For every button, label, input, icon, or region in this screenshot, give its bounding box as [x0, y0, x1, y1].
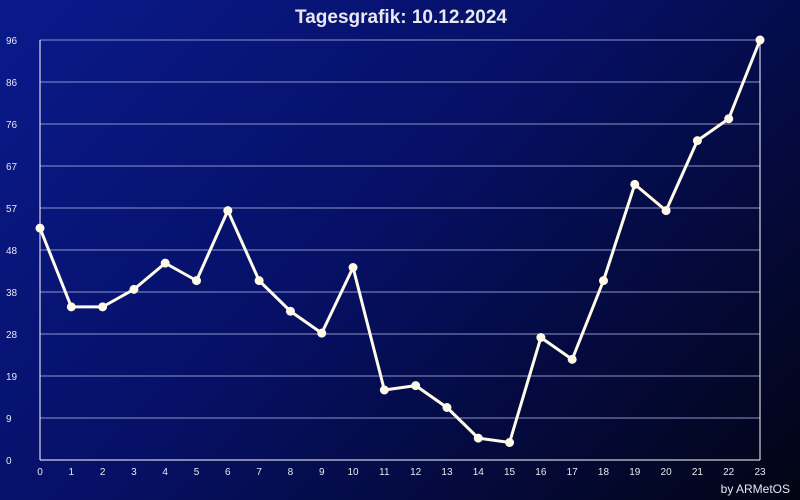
x-tick-label: 22	[723, 467, 735, 478]
data-point	[630, 179, 640, 189]
data-point	[223, 206, 233, 216]
y-tick-label: 67	[6, 162, 18, 173]
data-point	[285, 306, 295, 316]
x-tick-label: 23	[754, 467, 766, 478]
data-point	[317, 328, 327, 338]
y-tick-label: 57	[6, 204, 18, 215]
x-tick-label: 10	[347, 467, 359, 478]
y-tick-label: 76	[6, 120, 18, 131]
x-tick-label: 1	[69, 467, 75, 478]
data-point	[98, 302, 108, 312]
y-tick-labels: 0 9 19 28 38 48 57 67 76 86 96	[6, 36, 18, 467]
data-point	[473, 433, 483, 443]
data-point	[348, 263, 358, 272]
x-tick-label: 17	[567, 467, 579, 478]
x-tick-label: 0	[37, 467, 43, 478]
x-tick-label: 2	[100, 467, 106, 478]
x-tick-label: 3	[131, 467, 137, 478]
data-point	[661, 206, 671, 216]
grid-lines	[40, 39, 760, 419]
credit-label: by ARMetOS	[721, 482, 790, 496]
x-tick-label: 15	[504, 467, 516, 478]
y-tick-label: 96	[6, 36, 18, 47]
x-tick-labels: 0 1 2 3 4 5 6 7 8 9 10 11 12 13 14 15 16 17 18 19 20 21 22 23	[37, 467, 766, 478]
y-tick-label: 48	[6, 246, 18, 257]
data-point	[129, 284, 139, 294]
y-tick-label: 28	[6, 330, 18, 341]
data-point	[598, 276, 608, 286]
x-tick-label: 12	[410, 467, 422, 478]
x-tick-label: 14	[473, 467, 485, 478]
x-tick-label: 19	[629, 467, 641, 478]
data-point	[442, 403, 452, 412]
x-tick-label: 8	[288, 467, 294, 478]
y-tick-label: 38	[6, 288, 18, 299]
y-tick-label: 9	[6, 414, 12, 425]
axes	[39, 40, 761, 461]
chart-title: Tagesgrafik: 10.12.2024	[295, 7, 507, 28]
x-tick-label: 5	[194, 467, 200, 478]
x-tick-label: 4	[162, 467, 168, 478]
data-point	[411, 381, 421, 391]
data-point	[505, 438, 515, 447]
x-tick-label: 11	[379, 467, 390, 478]
x-tick-label: 20	[661, 467, 673, 478]
data-point	[66, 302, 76, 312]
y-tick-label: 86	[6, 78, 18, 89]
x-tick-label: 13	[441, 467, 453, 478]
y-tick-label: 19	[6, 372, 18, 383]
data-point	[254, 276, 264, 286]
x-tick-label: 7	[256, 467, 262, 478]
series-line	[38, 38, 762, 444]
data-point	[692, 136, 702, 146]
x-tick-label: 9	[319, 467, 325, 478]
series	[35, 35, 765, 447]
x-tick-label: 16	[535, 467, 547, 478]
x-tick-label: 18	[598, 467, 610, 478]
data-point	[536, 333, 546, 342]
data-point	[35, 223, 45, 233]
y-tick-label: 0	[6, 456, 12, 467]
data-point	[567, 354, 577, 364]
data-point	[724, 114, 734, 124]
data-point	[379, 385, 389, 395]
data-point	[160, 258, 170, 268]
data-point	[755, 35, 765, 45]
x-tick-label: 6	[225, 467, 231, 478]
data-point	[192, 276, 202, 286]
x-tick-label: 21	[692, 467, 704, 478]
